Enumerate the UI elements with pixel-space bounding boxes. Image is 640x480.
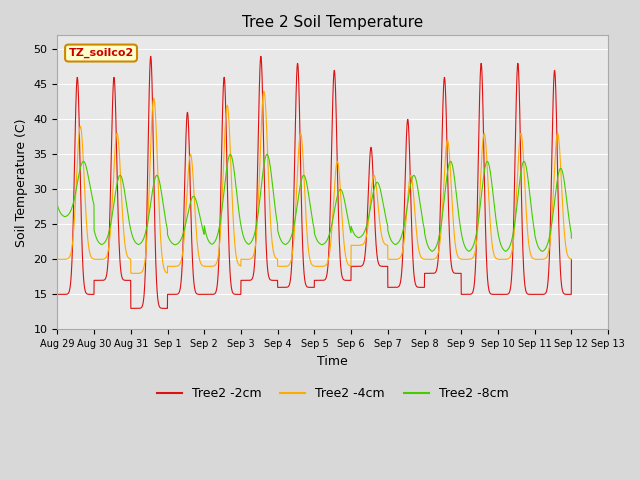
Tree2 -4cm	[226, 132, 234, 138]
Tree2 -8cm	[226, 152, 234, 158]
Tree2 -4cm	[556, 144, 563, 150]
Tree2 -8cm	[568, 235, 575, 241]
Line: Tree2 -8cm: Tree2 -8cm	[58, 155, 572, 252]
Title: Tree 2 Soil Temperature: Tree 2 Soil Temperature	[242, 15, 424, 30]
Tree2 -2cm	[556, 245, 563, 251]
Line: Tree2 -4cm: Tree2 -4cm	[58, 91, 572, 273]
Tree2 -8cm	[556, 167, 563, 173]
Tree2 -8cm	[307, 207, 315, 213]
Tree2 -4cm	[364, 227, 371, 232]
Tree2 -8cm	[538, 249, 546, 254]
Y-axis label: Soil Temperature (C): Soil Temperature (C)	[15, 118, 28, 247]
Tree2 -2cm	[568, 256, 575, 262]
Tree2 -4cm	[307, 260, 315, 266]
Tree2 -8cm	[228, 155, 236, 161]
Tree2 -2cm	[228, 288, 236, 294]
Tree2 -2cm	[226, 265, 234, 271]
Tree2 -4cm	[260, 88, 268, 94]
Legend: Tree2 -2cm, Tree2 -4cm, Tree2 -8cm: Tree2 -2cm, Tree2 -4cm, Tree2 -8cm	[152, 383, 513, 406]
Tree2 -8cm	[227, 152, 234, 157]
Tree2 -2cm	[95, 277, 103, 283]
Tree2 -8cm	[95, 240, 103, 246]
Tree2 -2cm	[54, 291, 61, 297]
Line: Tree2 -2cm: Tree2 -2cm	[58, 56, 572, 308]
Tree2 -4cm	[132, 270, 140, 276]
Tree2 -8cm	[364, 220, 371, 226]
Tree2 -2cm	[147, 53, 154, 59]
Tree2 -4cm	[568, 256, 575, 262]
Tree2 -2cm	[307, 285, 315, 290]
Tree2 -2cm	[364, 211, 371, 216]
Tree2 -2cm	[129, 305, 136, 311]
Tree2 -8cm	[54, 203, 61, 208]
Tree2 -4cm	[54, 256, 61, 262]
Tree2 -4cm	[95, 256, 103, 262]
X-axis label: Time: Time	[317, 355, 348, 368]
Tree2 -4cm	[228, 189, 236, 194]
Text: TZ_soilco2: TZ_soilco2	[68, 48, 134, 58]
